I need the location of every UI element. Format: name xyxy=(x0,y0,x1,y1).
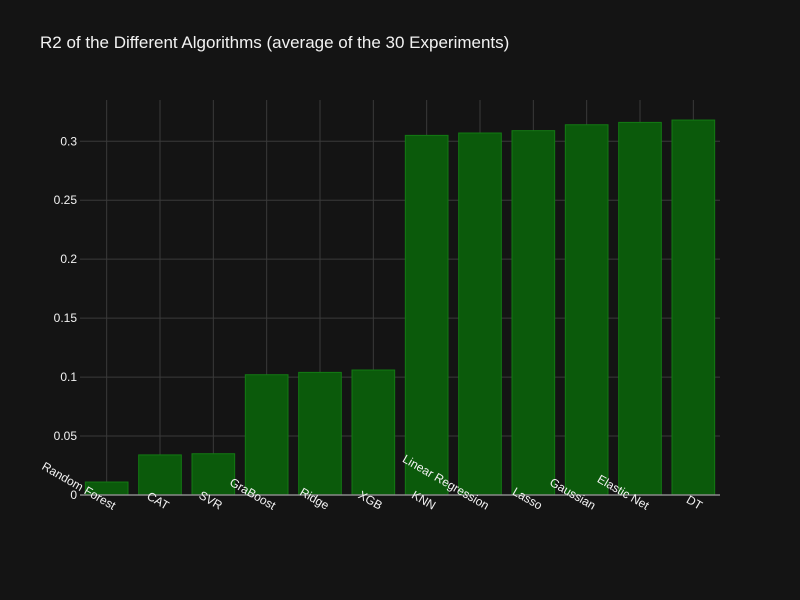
y-tick-label: 0.2 xyxy=(60,252,77,266)
y-tick-label: 0.05 xyxy=(54,429,78,443)
y-tick-label: 0.3 xyxy=(60,134,77,148)
y-tick-label: 0 xyxy=(70,488,77,502)
y-tick-label: 0.25 xyxy=(54,193,78,207)
y-tick-label: 0.15 xyxy=(54,311,78,325)
bar-elastic-net[interactable] xyxy=(618,121,662,496)
bar-graboost[interactable] xyxy=(244,374,289,496)
chart-title: R2 of the Different Algorithms (average … xyxy=(40,33,510,52)
bar-lasso[interactable] xyxy=(511,130,556,496)
bar-knn[interactable] xyxy=(404,134,449,496)
bar-gaussian[interactable] xyxy=(564,124,609,496)
y-axis-ticks: 0 0.05 0.1 0.15 0.2 0.25 0.3 xyxy=(54,134,78,502)
bars xyxy=(84,119,716,496)
bar-ridge[interactable] xyxy=(298,371,342,496)
bar-svr[interactable] xyxy=(191,453,236,496)
bar-dt[interactable] xyxy=(671,119,716,496)
bar-linear-regression[interactable] xyxy=(458,132,502,496)
y-tick-label: 0.1 xyxy=(60,370,77,384)
bar-cat[interactable] xyxy=(138,454,182,496)
bar-xgb[interactable] xyxy=(351,369,396,496)
